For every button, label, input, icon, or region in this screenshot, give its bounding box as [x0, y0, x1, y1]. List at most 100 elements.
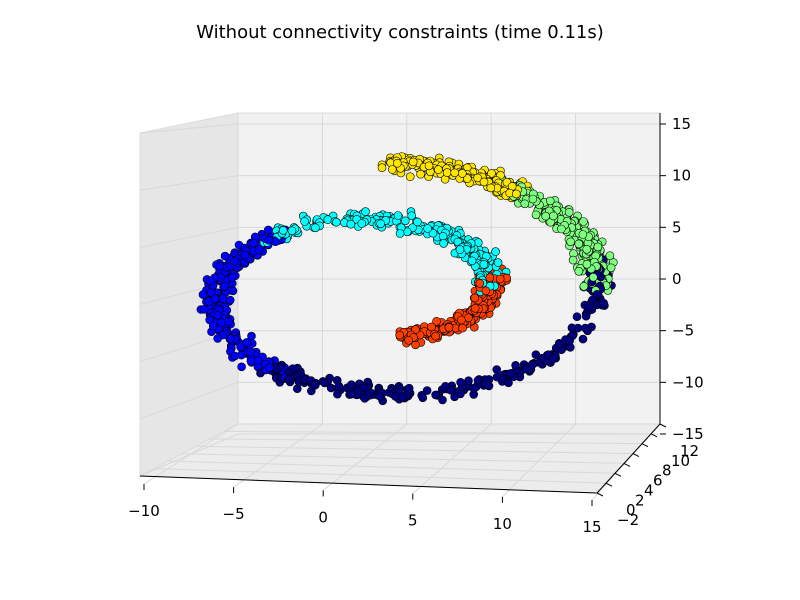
scatter-point	[492, 372, 502, 382]
scatter-point	[574, 266, 584, 276]
z-tick-label: 10	[672, 167, 691, 185]
y-tick-label: 10	[671, 452, 690, 470]
scatter-point	[220, 251, 230, 261]
scatter-point	[242, 338, 251, 347]
scatter-point	[230, 351, 240, 361]
z-tick-label: 15	[672, 115, 691, 133]
scatter-point	[253, 356, 263, 365]
scatter-point	[361, 207, 370, 216]
scatter-point	[442, 168, 452, 177]
y-tick-label: 8	[662, 462, 672, 480]
scatter-point	[254, 245, 264, 254]
scatter-point	[456, 377, 465, 387]
axis-lines	[139, 113, 661, 494]
scatter-point	[592, 289, 602, 299]
z-tick-label: 0	[672, 270, 682, 288]
scatter-point	[599, 298, 609, 308]
y-tick-label: −2	[617, 511, 639, 529]
scatter-point	[549, 211, 558, 221]
scatter-point	[579, 281, 589, 291]
scatter-point	[574, 239, 584, 249]
scatter-point	[557, 224, 566, 234]
scatter-point	[458, 323, 467, 333]
scatter-point	[423, 224, 432, 233]
scatter-point	[470, 303, 480, 313]
scatter-point	[479, 177, 489, 187]
scatter-point	[300, 217, 309, 226]
scatter-point	[360, 393, 370, 403]
scatter-point	[486, 183, 496, 193]
z-tick-label: −15	[672, 425, 704, 443]
y-tick-label: 4	[644, 481, 654, 499]
gridline-z-side	[139, 123, 239, 134]
chart-title: Without connectivity constraints (time 0…	[196, 22, 604, 43]
scatter-point	[320, 378, 330, 388]
scatter-point	[554, 339, 564, 349]
scatter-point	[220, 281, 229, 291]
scatter-point	[264, 235, 274, 245]
gridline-z-side	[139, 226, 239, 248]
scatter-point	[249, 238, 259, 248]
scatter-point	[479, 260, 489, 269]
scatter-point	[566, 237, 575, 247]
scatter-point	[411, 340, 420, 350]
scatter-point	[450, 392, 459, 402]
gridline-x	[412, 423, 492, 494]
scatter-point	[334, 381, 344, 391]
scatter-point	[227, 273, 237, 282]
scatter-point	[582, 259, 592, 269]
scatter-point	[283, 374, 293, 384]
gridline-x	[322, 423, 408, 491]
scatter-point	[377, 163, 387, 172]
scatter-point	[395, 330, 405, 340]
x-tick-label: −10	[128, 502, 160, 520]
scatter-point	[226, 334, 235, 343]
scatter-point	[481, 379, 490, 389]
scatter-point	[464, 376, 473, 386]
z-tick-label: −5	[672, 322, 694, 340]
scatter-point	[407, 211, 417, 220]
scatter-point	[346, 389, 356, 399]
scatter-point	[217, 318, 226, 327]
scatter-point	[473, 173, 483, 183]
scatter-point	[292, 384, 302, 394]
scatter-point	[606, 263, 616, 273]
y-tick-label: 6	[653, 472, 663, 490]
scatter-point	[375, 392, 385, 401]
gridline-y	[181, 453, 625, 464]
scatter-point	[444, 323, 454, 332]
scatter-point	[470, 293, 480, 303]
scatter-point	[564, 208, 574, 217]
scatter-point	[450, 168, 460, 178]
scatter-point	[548, 354, 558, 364]
scatter-point	[265, 363, 274, 373]
scatter-point	[485, 273, 495, 282]
scatter-point	[398, 392, 407, 402]
scatter-point	[311, 223, 320, 233]
scatter-point	[578, 334, 588, 344]
x-tick-label: 10	[493, 515, 512, 533]
gridline-y	[153, 468, 607, 484]
scatter-point	[521, 364, 531, 374]
scatter-point	[392, 158, 402, 168]
scatter-point	[225, 295, 235, 305]
scatter-point	[439, 239, 448, 248]
scatter-point	[457, 169, 467, 178]
y-tick-label: 2	[635, 491, 645, 509]
scatter-point	[273, 364, 282, 374]
scatter-point	[568, 255, 578, 265]
scatter-point	[593, 242, 603, 252]
scatter-point	[331, 217, 341, 227]
y-tick-mark	[632, 453, 640, 458]
scatter-point	[528, 194, 538, 204]
scatter-point	[582, 245, 592, 254]
scatter-point	[357, 219, 367, 228]
scatter-point	[541, 211, 551, 221]
scatter-point	[431, 390, 440, 400]
scatter-point	[387, 165, 397, 174]
x-axis-line	[139, 475, 598, 494]
scatter-point	[481, 286, 491, 296]
scatter-point	[506, 368, 516, 378]
